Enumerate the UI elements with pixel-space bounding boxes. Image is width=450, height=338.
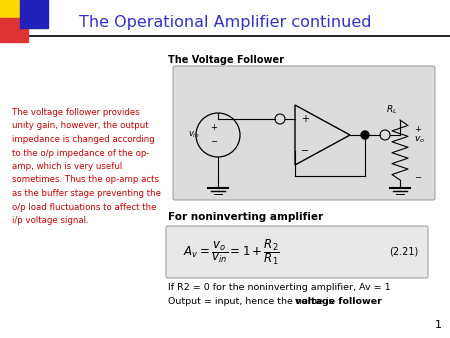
Text: voltage follower: voltage follower <box>295 297 382 306</box>
Text: −: − <box>211 138 217 146</box>
Text: For noninverting amplifier: For noninverting amplifier <box>168 212 323 222</box>
FancyBboxPatch shape <box>173 66 435 200</box>
Text: unity gain, however, the output: unity gain, however, the output <box>12 121 148 130</box>
Text: +: + <box>211 123 217 132</box>
Text: The Voltage Follower: The Voltage Follower <box>168 55 284 65</box>
Circle shape <box>361 131 369 139</box>
Text: −: − <box>414 173 421 183</box>
Text: sometimes. Thus the op-amp acts: sometimes. Thus the op-amp acts <box>12 175 159 185</box>
Text: 1: 1 <box>435 320 442 330</box>
Bar <box>0 0 38 28</box>
Text: $A_v = \dfrac{v_o}{v_{in}} = 1 + \dfrac{R_2}{R_1}$: $A_v = \dfrac{v_o}{v_{in}} = 1 + \dfrac{… <box>183 237 279 267</box>
Text: Output = input, hence the name is: Output = input, hence the name is <box>168 297 337 306</box>
Bar <box>20 0 48 28</box>
Text: The voltage follower provides: The voltage follower provides <box>12 108 140 117</box>
Text: impedance is changed according: impedance is changed according <box>12 135 155 144</box>
FancyBboxPatch shape <box>166 226 428 278</box>
Text: $R_L$: $R_L$ <box>386 103 397 116</box>
Text: −: − <box>301 146 309 156</box>
Text: +: + <box>414 125 421 135</box>
Text: $v_{in}$: $v_{in}$ <box>188 130 200 140</box>
Text: as the buffer stage preventing the: as the buffer stage preventing the <box>12 189 161 198</box>
Text: o/p load fluctuations to affect the: o/p load fluctuations to affect the <box>12 202 157 212</box>
Bar <box>0 18 28 42</box>
Text: +: + <box>301 114 309 124</box>
Text: i/p voltage signal.: i/p voltage signal. <box>12 216 89 225</box>
Text: amp, which is very useful: amp, which is very useful <box>12 162 122 171</box>
Text: If R2 = 0 for the noninverting amplifier, Av = 1: If R2 = 0 for the noninverting amplifier… <box>168 283 391 292</box>
Text: (2.21): (2.21) <box>389 247 418 257</box>
Text: to the o/p impedance of the op-: to the o/p impedance of the op- <box>12 148 149 158</box>
Text: $v_o$: $v_o$ <box>414 135 425 145</box>
Text: The Operational Amplifier continued: The Operational Amplifier continued <box>79 15 371 29</box>
